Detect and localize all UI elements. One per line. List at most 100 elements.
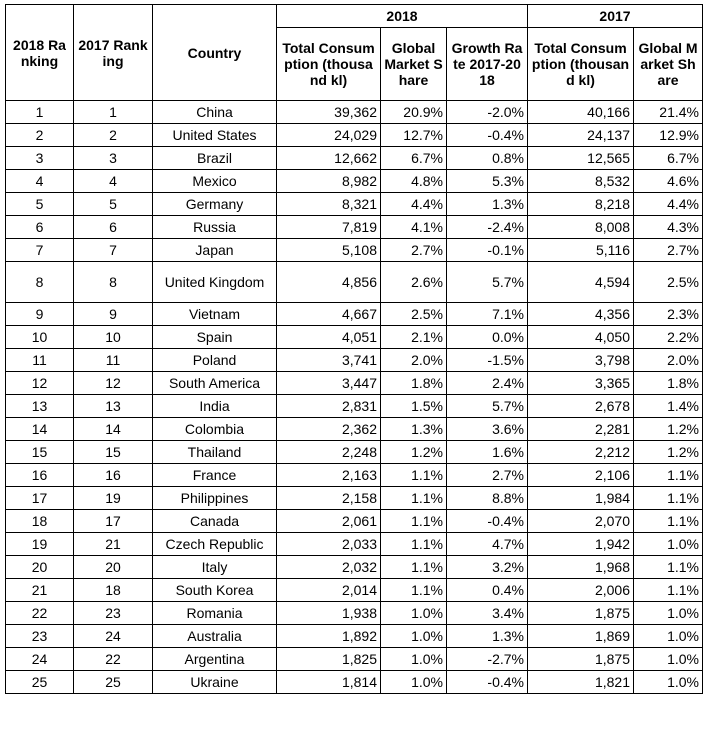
cell-total-2018: 2,831 — [276, 394, 381, 418]
cell-share-2018: 1.8% — [380, 371, 447, 395]
cell-country: South America — [152, 371, 277, 395]
cell-2017-ranking: 13 — [73, 394, 153, 418]
header-group-2017: 2017 — [527, 4, 703, 28]
header-growth-rate: Growth Rate 2017-2018 — [446, 27, 528, 101]
cell-total-2017: 4,356 — [527, 302, 634, 326]
cell-share-2018: 1.0% — [380, 670, 447, 694]
cell-country: Brazil — [152, 146, 277, 170]
cell-share-2018: 1.1% — [380, 509, 447, 533]
cell-2018-ranking: 19 — [5, 532, 74, 556]
cell-2017-ranking: 10 — [73, 325, 153, 349]
header-country: Country — [152, 4, 277, 101]
cell-share-2017: 2.3% — [633, 302, 703, 326]
cell-2018-ranking: 24 — [5, 647, 74, 671]
cell-total-2018: 4,667 — [276, 302, 381, 326]
cell-share-2018: 2.0% — [380, 348, 447, 372]
cell-total-2018: 2,248 — [276, 440, 381, 464]
cell-2017-ranking: 1 — [73, 100, 153, 124]
cell-growth-rate: 0.8% — [446, 146, 528, 170]
cell-total-2017: 2,281 — [527, 417, 634, 441]
cell-share-2018: 1.0% — [380, 647, 447, 671]
cell-share-2017: 1.0% — [633, 647, 703, 671]
cell-share-2017: 1.4% — [633, 394, 703, 418]
cell-growth-rate: 1.3% — [446, 192, 528, 216]
cell-share-2018: 1.1% — [380, 532, 447, 556]
cell-share-2017: 2.0% — [633, 348, 703, 372]
table-row: 3 3 Brazil 12,662 6.7% 0.8% 12,565 6.7% — [5, 146, 703, 170]
cell-2018-ranking: 25 — [5, 670, 74, 694]
cell-2018-ranking: 12 — [5, 371, 74, 395]
cell-total-2018: 2,163 — [276, 463, 381, 487]
cell-growth-rate: 2.7% — [446, 463, 528, 487]
cell-share-2017: 2.5% — [633, 261, 703, 303]
cell-2017-ranking: 20 — [73, 555, 153, 579]
cell-growth-rate: 1.3% — [446, 624, 528, 648]
cell-growth-rate: -2.4% — [446, 215, 528, 239]
cell-total-2018: 1,825 — [276, 647, 381, 671]
cell-share-2018: 2.5% — [380, 302, 447, 326]
cell-total-2017: 3,798 — [527, 348, 634, 372]
table-row: 25 25 Ukraine 1,814 1.0% -0.4% 1,821 1.0% — [5, 670, 703, 694]
cell-share-2018: 1.0% — [380, 624, 447, 648]
cell-growth-rate: 3.2% — [446, 555, 528, 579]
cell-growth-rate: -0.4% — [446, 509, 528, 533]
table-row: 12 12 South America 3,447 1.8% 2.4% 3,365 1.8% — [5, 371, 703, 395]
cell-total-2017: 1,869 — [527, 624, 634, 648]
cell-share-2018: 1.1% — [380, 555, 447, 579]
header-total-2018: Total Consumption (thousand kl) — [276, 27, 381, 101]
cell-share-2018: 1.1% — [380, 578, 447, 602]
cell-growth-rate: 3.6% — [446, 417, 528, 441]
cell-share-2018: 1.3% — [380, 417, 447, 441]
cell-total-2018: 2,033 — [276, 532, 381, 556]
table-row: 9 9 Vietnam 4,667 2.5% 7.1% 4,356 2.3% — [5, 302, 703, 326]
table-row: 18 17 Canada 2,061 1.1% -0.4% 2,070 1.1% — [5, 509, 703, 533]
cell-2017-ranking: 23 — [73, 601, 153, 625]
cell-2018-ranking: 22 — [5, 601, 74, 625]
cell-total-2017: 4,050 — [527, 325, 634, 349]
cell-share-2017: 1.1% — [633, 463, 703, 487]
cell-2017-ranking: 2 — [73, 123, 153, 147]
cell-total-2018: 2,158 — [276, 486, 381, 510]
cell-country: Italy — [152, 555, 277, 579]
cell-total-2018: 1,814 — [276, 670, 381, 694]
cell-2018-ranking: 11 — [5, 348, 74, 372]
cell-2017-ranking: 24 — [73, 624, 153, 648]
cell-share-2017: 6.7% — [633, 146, 703, 170]
cell-2017-ranking: 8 — [73, 261, 153, 303]
cell-growth-rate: 5.3% — [446, 169, 528, 193]
cell-country: Argentina — [152, 647, 277, 671]
cell-2018-ranking: 13 — [5, 394, 74, 418]
cell-total-2017: 12,565 — [527, 146, 634, 170]
cell-share-2018: 20.9% — [380, 100, 447, 124]
header-share-2017: Global Market Share — [633, 27, 703, 101]
cell-total-2018: 2,014 — [276, 578, 381, 602]
cell-total-2017: 2,678 — [527, 394, 634, 418]
cell-country: United Kingdom — [152, 261, 277, 303]
cell-total-2018: 4,051 — [276, 325, 381, 349]
cell-2017-ranking: 7 — [73, 238, 153, 262]
table-row: 8 8 United Kingdom 4,856 2.6% 5.7% 4,594 2.5% — [5, 261, 703, 303]
header-total-2017: Total Consumption (thousand kl) — [527, 27, 634, 101]
cell-share-2018: 4.8% — [380, 169, 447, 193]
cell-2018-ranking: 23 — [5, 624, 74, 648]
cell-share-2018: 1.5% — [380, 394, 447, 418]
cell-share-2018: 1.2% — [380, 440, 447, 464]
cell-total-2018: 8,321 — [276, 192, 381, 216]
cell-growth-rate: 5.7% — [446, 261, 528, 303]
cell-country: Ukraine — [152, 670, 277, 694]
cell-total-2018: 1,938 — [276, 601, 381, 625]
cell-2017-ranking: 4 — [73, 169, 153, 193]
cell-share-2017: 1.0% — [633, 624, 703, 648]
table-row: 4 4 Mexico 8,982 4.8% 5.3% 8,532 4.6% — [5, 169, 703, 193]
cell-total-2017: 1,968 — [527, 555, 634, 579]
header-columns-row: Total Consumption (thousand kl) Global M… — [6, 27, 703, 101]
cell-total-2017: 8,532 — [527, 169, 634, 193]
cell-share-2018: 1.0% — [380, 601, 447, 625]
cell-share-2017: 1.0% — [633, 532, 703, 556]
cell-share-2017: 1.1% — [633, 509, 703, 533]
table-row: 23 24 Australia 1,892 1.0% 1.3% 1,869 1.0% — [5, 624, 703, 648]
cell-growth-rate: -1.5% — [446, 348, 528, 372]
cell-share-2017: 1.2% — [633, 440, 703, 464]
cell-share-2017: 4.6% — [633, 169, 703, 193]
cell-total-2017: 2,212 — [527, 440, 634, 464]
